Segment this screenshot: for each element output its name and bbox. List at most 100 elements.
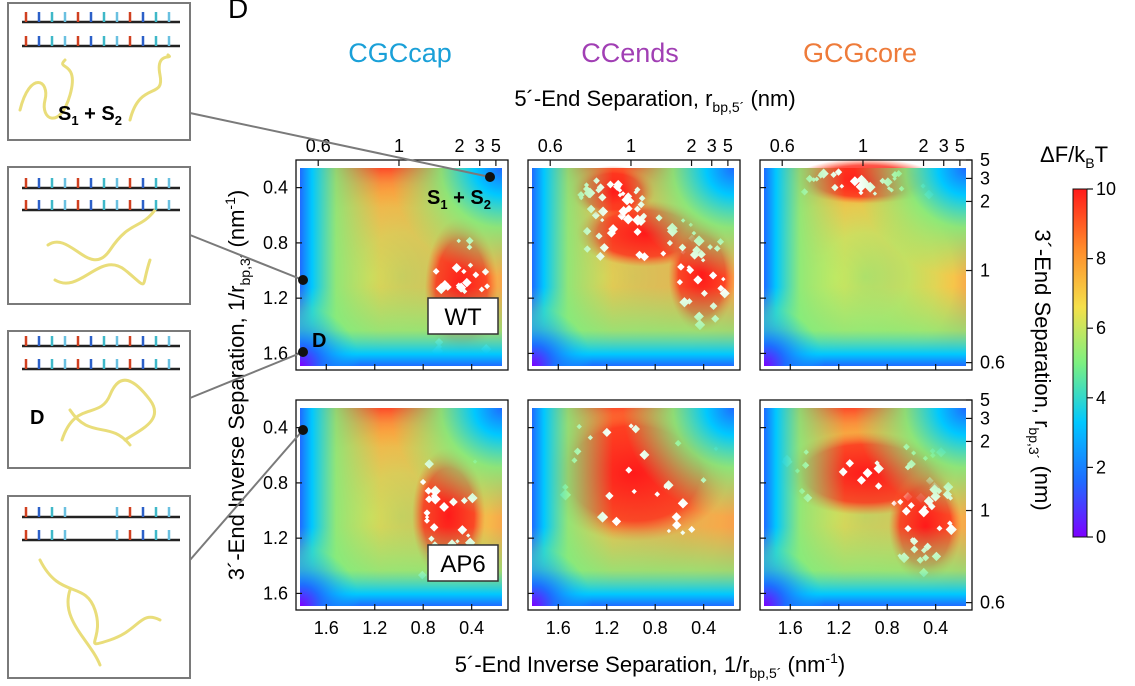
heatmap-bottom-left-basin [532,408,734,606]
top-tick-label: 2 [919,136,929,156]
heatmap-frame [295,159,509,371]
structure-insets: S1 + S2 D [7,2,191,679]
top-tick-label: 3 [707,136,717,156]
y-tick-label: 1.6 [263,343,288,363]
row-label-ap6: AP6 [440,551,485,578]
top-tick-label: 1 [858,136,868,156]
top-tick-label: 0.6 [770,136,795,156]
inset-partial-structure [38,558,162,667]
right-axis-label: 3´-End Separation, rbp,3´ (nm) [1026,229,1055,510]
heatmap-frame [759,159,973,371]
top-tick-label: 1 [626,136,636,156]
top-tick-label: 2 [687,136,697,156]
x-tick-label: 1.6 [314,618,339,638]
top-tick-label: 2 [455,136,465,156]
x-tick-label: 1.6 [546,618,571,638]
right-tick-label: 1 [980,261,990,281]
inset-intermediate [7,166,191,305]
column-title-ccends: CCends [581,38,679,68]
state-marker-intermediate [298,275,308,285]
right-tick-label: 1 [980,501,990,521]
right-tick-label: 3 [980,168,990,188]
right-tick-label: 0.6 [980,593,1005,613]
colorbar-tick-label: 2 [1096,457,1106,477]
tick-labels: 0.40.81.21.60.6 1 2 3 5 0.6 1 2 3 5 0.6 1 2 3 553210.6… [263,136,1005,638]
colorbar-tick-label: 8 [1096,249,1106,269]
x-tick-label: 1.6 [778,618,803,638]
row-label-box-wt [427,297,499,335]
top-axis-label: 5´-End Separation, rbp,5´ (nm) [514,86,795,115]
heatmap-panel-ap6-ccends [527,399,741,611]
colorbar-ticks: 10 8 6 4 2 0 [1087,179,1116,547]
inset-intermediate-structure [46,208,157,286]
inset-duplex [7,330,191,469]
y-tick-label: 1.2 [263,288,288,308]
colorbar-tick-label: 10 [1096,179,1116,199]
top-tick-label: 5 [491,136,501,156]
top-tick-label: 0.6 [538,136,563,156]
left-axis-label: 3´-End Inverse Separation, 1/rbp,3´ (nm-… [222,190,253,580]
heatmap-bottom-left-basin [764,408,966,606]
colorbar-title: ΔF/kBT [1040,142,1108,171]
state-marker-duplex [298,347,308,357]
heatmap-frame [527,399,741,611]
y-tick-label: 0.8 [263,233,288,253]
right-tick-label: 2 [980,191,990,211]
y-tick-label: 0.8 [263,473,288,493]
top-tick-label: 3 [939,136,949,156]
top-tick-label: 5 [723,136,733,156]
bottom-axis-label: 5´-End Inverse Separation, 1/rbp,5´ (nm-… [455,650,845,681]
colorbar [1072,188,1088,538]
top-tick-label: 1 [394,136,404,156]
inset-partial-ladder [22,515,180,542]
connector-lines [189,112,491,561]
state-marker-ap6 [298,425,308,435]
right-tick-label: 3 [980,408,990,428]
top-tick-label: 5 [955,136,965,156]
state-label-d: D [312,330,326,352]
heatmap-bottom-left-basin [764,168,966,366]
right-tick-label: 0.6 [980,353,1005,373]
heatmap-panels [295,158,973,611]
column-title-cgccap: CGCcap [348,38,452,68]
column-title-gcgcore: GCGcore [803,38,917,68]
row-label-box-ap6 [427,544,499,582]
heatmap-frame [295,399,509,611]
state-marker-s1-s2 [485,172,495,182]
inset-s1-s2-structure [18,53,171,122]
colorbar-tick-label: 6 [1096,318,1106,338]
inset-duplex-structure [60,378,157,447]
inset-duplex-label: D [30,407,44,429]
right-tick-label: 2 [980,431,990,451]
x-tick-label: 0.8 [411,618,436,638]
right-tick-label: 5 [980,390,990,410]
y-tick-label: 1.6 [263,583,288,603]
colorbar-tick-label: 0 [1096,527,1106,547]
right-tick-label: 5 [980,150,990,170]
x-tick-label: 1.2 [594,618,619,638]
x-tick-label: 1.2 [826,618,851,638]
state-label-s1-s2: S1 + S2 [427,187,491,212]
x-tick-label: 0.4 [691,618,716,638]
x-tick-label: 0.8 [875,618,900,638]
inset-s1-s2-ladder [22,20,180,48]
colorbar-tick-label: 4 [1096,388,1106,408]
top-tick-label: 3 [475,136,485,156]
heatmap-panel-wt-ccends [527,159,741,371]
x-tick-label: 1.2 [362,618,387,638]
panel-letter: D [228,0,248,24]
y-tick-label: 0.4 [263,178,288,198]
x-tick-label: 0.8 [643,618,668,638]
inset-partial [7,495,191,679]
heatmap-panel-ap6-gcgcore [759,399,973,611]
heatmap-bottom-left-basin [532,168,734,366]
heatmap-panel-wt-gcgcore [759,158,973,371]
heatmap-frame [527,159,741,371]
y-tick-label: 0.4 [263,418,288,438]
y-tick-label: 1.2 [263,528,288,548]
x-tick-label: 0.4 [923,618,948,638]
inset-s1-s2-label: S1 + S2 [58,103,122,128]
heatmap-frame [759,399,973,611]
inset-duplex-ladder [22,344,180,371]
